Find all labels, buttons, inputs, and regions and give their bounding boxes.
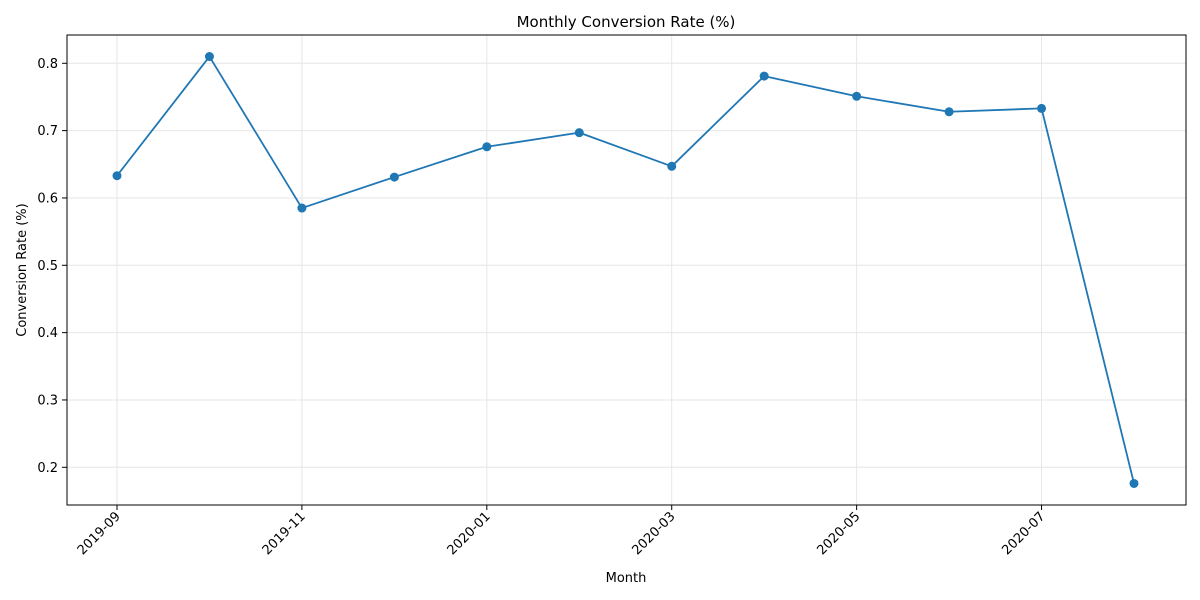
y-tick-label: 0.8 <box>37 57 58 72</box>
plot-frame <box>66 34 1187 506</box>
data-point <box>574 128 584 138</box>
y-tick-label: 0.7 <box>37 124 58 139</box>
y-tick-label: 0.3 <box>37 393 58 408</box>
data-point <box>297 203 307 213</box>
y-axis-label: Conversion Rate (%) <box>15 203 30 336</box>
data-point <box>389 172 399 182</box>
series-line <box>116 55 1135 484</box>
data-point <box>852 91 862 101</box>
data-point <box>944 107 954 117</box>
y-tick-label: 0.5 <box>37 259 58 274</box>
data-point <box>1037 103 1047 113</box>
data-point <box>667 161 677 171</box>
y-tick-label: 0.4 <box>37 326 58 341</box>
data-point <box>482 142 492 152</box>
data-point <box>759 71 769 81</box>
chart-title: Monthly Conversion Rate (%) <box>517 13 736 31</box>
y-tick-label: 0.6 <box>37 191 58 206</box>
x-axis-label: Month <box>606 571 647 586</box>
data-point <box>112 171 122 181</box>
data-point <box>1129 478 1139 488</box>
data-point <box>204 52 214 62</box>
grid-lines <box>67 35 1186 505</box>
y-tick-label: 0.2 <box>37 461 58 476</box>
series-layer <box>112 52 1139 488</box>
